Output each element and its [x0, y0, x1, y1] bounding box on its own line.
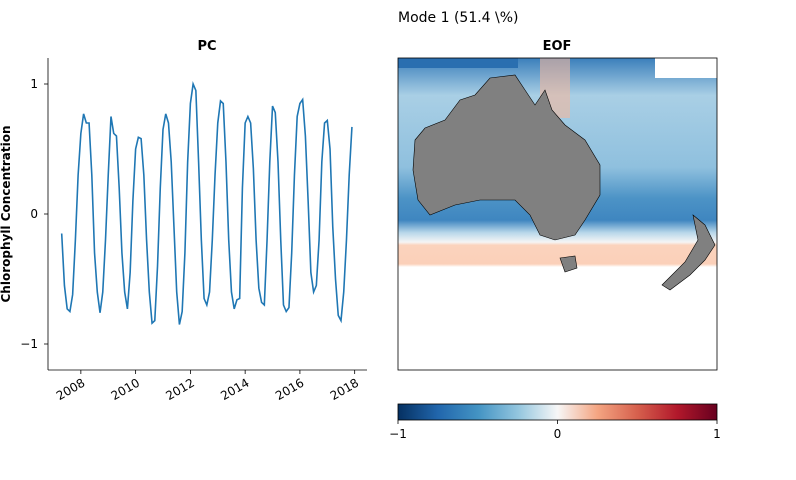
x-tick-label: 2014: [218, 376, 251, 403]
map: [398, 58, 717, 370]
colorbar-tick-label: 0: [554, 427, 562, 441]
land: [661, 214, 716, 291]
y-tick-label: 0: [30, 207, 38, 221]
chart-title: PC: [197, 39, 216, 54]
land: [559, 255, 578, 273]
y-axis-label: Chlorophyll Concentration: [0, 125, 13, 302]
colorbar-tick-label: −1: [389, 427, 407, 441]
suptitle: Mode 1 (51.4 \%): [398, 10, 519, 26]
x-tick-label: 2012: [163, 376, 196, 403]
land: [412, 74, 601, 241]
y-tick-label: 1: [30, 77, 38, 91]
x-tick-label: 2010: [109, 376, 142, 403]
x-tick-label: 2008: [54, 376, 87, 403]
x-tick-label: 2016: [273, 376, 306, 403]
map-frame: [397, 57, 718, 371]
map-field: [655, 58, 717, 78]
colorbar: [397, 403, 718, 421]
y-tick-label: −1: [20, 337, 38, 351]
map-field: [398, 58, 518, 68]
colorbar-tick-label: 1: [713, 427, 721, 441]
x-tick-label: 2018: [328, 376, 361, 403]
line-series: [60, 81, 353, 325]
chart-title: EOF: [543, 39, 572, 54]
